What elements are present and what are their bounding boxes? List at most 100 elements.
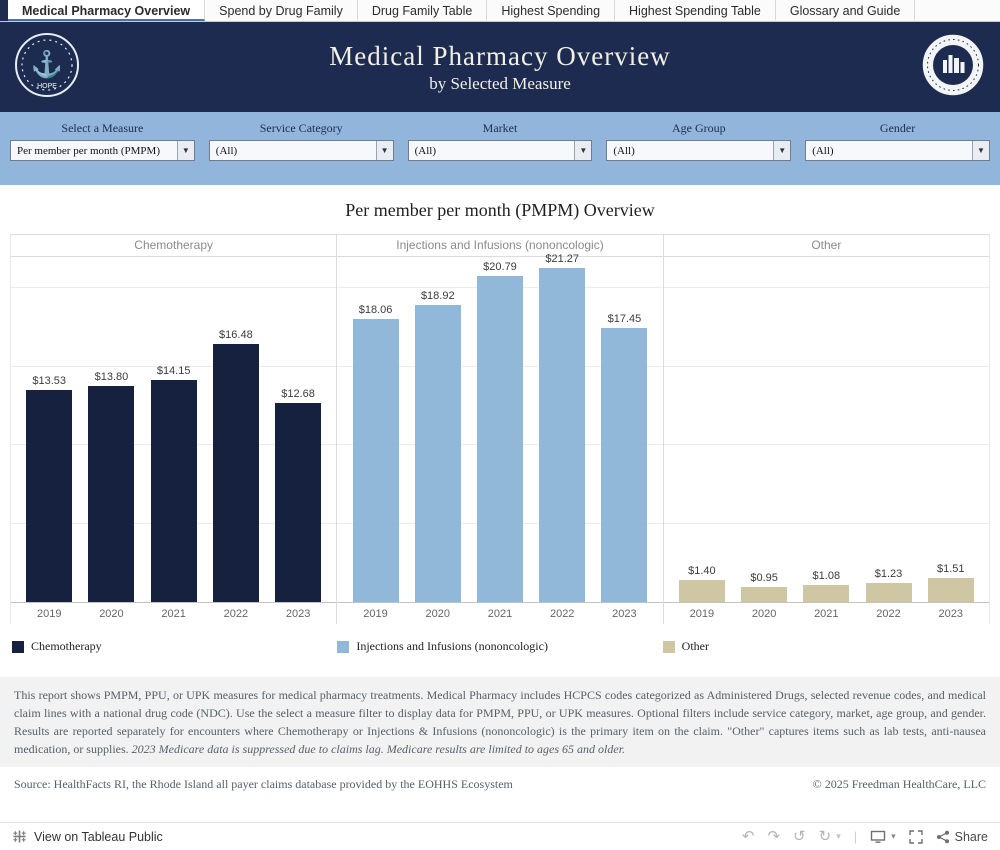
refresh-icon[interactable]: ↻ [818,828,832,845]
bars-group: $1.40 $0.95 $1.08 $1.23 $1.51 [664,257,989,602]
tab-medical-pharmacy-overview[interactable]: Medical Pharmacy Overview [8,0,206,21]
bar-group-2019: $18.06 [352,304,400,602]
tab-highest-spending[interactable]: Highest Spending [487,0,616,21]
x-tick-label: 2023 [285,608,311,620]
chevron-down-icon[interactable]: ▼ [574,141,592,160]
plot-area: $13.53 $13.80 $14.15 $16.48 $12.68 [11,257,337,603]
bar-chemotherapy-2019[interactable] [26,389,73,602]
header-titles: Medical Pharmacy Overview by Selected Me… [80,41,920,94]
chart-panel-chemotherapy: Chemotherapy $13.53 $13.80 $14.15 $16.48 $12.… [11,235,337,624]
bar-value-label: $12.68 [281,388,315,401]
bar-injections-and-infusions-nononcologic-2019[interactable] [352,318,399,602]
bar-value-label: $14.15 [156,365,191,378]
bar-other-2020[interactable] [741,587,788,602]
legend-item-chemotherapy[interactable]: Chemotherapy [12,639,337,654]
x-tick-label: 2022 [876,608,901,620]
x-tick-label: 2023 [938,608,963,620]
bar-other-2019[interactable] [678,580,725,602]
filters-row: Select a Measure Per member per month (PM… [10,121,990,161]
device-layout-icon[interactable] [870,830,886,844]
filter-selected-value: (All) [812,144,834,157]
panel-title: Other [663,235,989,257]
tab-drug-family-table[interactable]: Drug Family Table [358,0,488,21]
filter-dropdown-market[interactable]: (All) ▼ [407,140,593,161]
bar-value-label: $1.23 [874,567,903,580]
chart-title: Per member per month (PMPM) Overview [345,200,655,220]
bar-other-2023[interactable] [927,578,974,602]
filter-label: Gender [879,121,916,135]
x-tick-label: 2019 [36,608,62,620]
bar-injections-and-infusions-nononcologic-2021[interactable] [476,275,523,602]
filter-dropdown-gender[interactable]: (All) ▼ [805,140,990,161]
bar-injections-and-infusions-nononcologic-2020[interactable] [414,305,461,602]
bar-injections-and-infusions-nononcologic-2023[interactable] [601,328,648,602]
gridline [663,287,989,289]
undo-icon[interactable]: ↶ [741,828,755,845]
legend-label: Chemotherapy [31,639,102,653]
filter-label: Market [482,121,518,135]
chart-section: Per member per month (PMPM) Overview Che… [0,200,1000,654]
plot-area: $1.40 $0.95 $1.08 $1.23 $1.51 [663,257,989,603]
tab-glossary-and-guide[interactable]: Glossary and Guide [776,0,916,21]
share-button[interactable]: Share [936,830,988,844]
sheet-tabs: Medical Pharmacy Overview Spend by Drug F… [8,0,916,21]
bar-chemotherapy-2020[interactable] [88,385,135,602]
legend-label: Injections and Infusions (nononcologic) [356,639,548,653]
legend-item-other[interactable]: Other [662,639,988,654]
chevron-down-icon[interactable]: ▼ [972,141,989,160]
bar-group-2022: $16.48 [212,329,260,602]
filter-selected-value: (All) [215,144,238,157]
bar-group-2020: $0.95 [740,572,788,602]
chevron-down-icon[interactable]: ▾ [836,831,841,841]
bar-chemotherapy-2022[interactable] [212,343,259,602]
bar-group-2021: $20.79 [476,261,524,602]
fullscreen-icon[interactable] [908,829,923,844]
bar-group-2023: $12.68 [274,388,322,602]
chart-panel-injections-and-infusions-nononcologic: Injections and Infusions (nononcologic) $… [336,235,663,624]
bar-group-2021: $14.15 [150,365,198,602]
bar-group-2021: $1.08 [802,570,850,602]
ecosystem-seal-logo [920,32,986,103]
filter-age-group: Age Group (All) ▼ [606,121,792,161]
bar-value-label: $13.53 [32,374,67,387]
view-on-tableau-public-label: View on Tableau Public [34,829,163,844]
filter-label: Select a Measure [61,121,144,135]
filter-dropdown-select-a-measure[interactable]: Per member per month (PMPM) ▼ [10,140,195,161]
toolbar-actions: ↶ ↷ ↺ ↻ ▾ | ▾ [742,829,988,844]
source-row: Source: HealthFacts RI, the Rhode Island… [0,767,1000,792]
toolbar-divider: | [853,829,858,844]
bar-group-2019: $13.53 [25,375,73,602]
dashboard-title: Medical Pharmacy Overview [329,40,671,71]
legend-item-injections-and-infusions-nononcologic[interactable]: Injections and Infusions (nononcologic) [337,639,662,654]
x-axis: 2019 2020 2021 2022 2023 [11,603,336,624]
bar-group-2022: $1.23 [865,568,913,602]
chevron-down-icon[interactable]: ▾ [891,831,896,841]
tab-highest-spending-table[interactable]: Highest Spending Table [615,0,776,21]
bar-other-2021[interactable] [803,585,850,602]
rhode-island-anchor-logo: ⚓ HOPE [14,32,80,103]
bar-chemotherapy-2021[interactable] [150,380,197,602]
x-tick-label: 2021 [487,608,513,620]
redo-icon[interactable]: ↷ [767,828,781,845]
bar-injections-and-infusions-nononcologic-2022[interactable] [539,268,586,602]
bar-value-label: $18.92 [420,290,455,303]
bar-group-2020: $18.92 [414,290,462,602]
reset-icon[interactable]: ↺ [793,828,806,845]
footnote-block: This report shows PMPM, PPU, or UPK meas… [0,677,1000,767]
tab-spend-by-drug-family[interactable]: Spend by Drug Family [205,0,358,21]
chevron-down-icon[interactable]: ▼ [773,141,791,160]
gridline [663,444,989,446]
gridline [663,365,989,367]
filter-dropdown-age-group[interactable]: (All) ▼ [606,140,792,161]
chevron-down-icon[interactable]: ▼ [176,141,194,160]
bar-value-label: $1.51 [936,563,965,576]
bar-chemotherapy-2023[interactable] [275,403,322,602]
chevron-down-icon[interactable]: ▼ [375,141,393,160]
bar-other-2022[interactable] [865,582,912,602]
x-tick-label: 2023 [612,608,637,620]
filter-dropdown-service-category[interactable]: (All) ▼ [208,140,394,161]
tableau-logo-icon [13,830,26,843]
view-on-tableau-public-link[interactable]: View on Tableau Public [12,829,163,844]
filter-gender: Gender (All) ▼ [805,121,990,161]
footnote-italic-note: 2023 Medicare data is suppressed due to … [131,742,626,756]
